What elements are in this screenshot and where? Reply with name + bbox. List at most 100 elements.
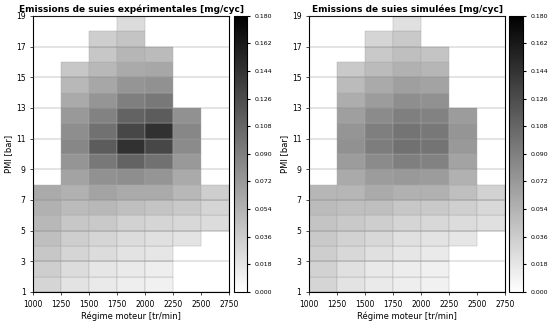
Bar — [393, 123, 421, 138]
Bar — [365, 108, 393, 123]
Bar — [393, 185, 421, 200]
Bar — [145, 138, 173, 154]
Bar — [33, 200, 61, 215]
Bar — [365, 277, 393, 292]
Bar — [33, 215, 61, 230]
Y-axis label: PMI [bar]: PMI [bar] — [4, 135, 13, 173]
Bar — [89, 138, 117, 154]
Bar — [449, 108, 477, 123]
Bar — [477, 200, 505, 215]
Bar — [33, 261, 61, 277]
Bar — [117, 277, 145, 292]
Bar — [117, 200, 145, 215]
Bar — [89, 277, 117, 292]
Bar — [89, 185, 117, 200]
Bar — [145, 93, 173, 108]
Bar — [365, 31, 393, 46]
Bar — [365, 230, 393, 246]
Bar — [365, 123, 393, 138]
Bar — [393, 154, 421, 169]
Bar — [89, 261, 117, 277]
Bar — [309, 246, 337, 261]
Bar — [365, 169, 393, 185]
Bar — [421, 261, 449, 277]
Bar — [145, 108, 173, 123]
Bar — [421, 200, 449, 215]
Bar — [33, 185, 61, 200]
Bar — [337, 277, 365, 292]
Bar — [145, 154, 173, 169]
Bar — [421, 62, 449, 77]
Bar — [89, 77, 117, 93]
Bar — [393, 31, 421, 46]
Bar — [61, 215, 89, 230]
Bar — [393, 261, 421, 277]
Bar — [365, 77, 393, 93]
Bar — [145, 62, 173, 77]
Bar — [117, 215, 145, 230]
Bar — [421, 246, 449, 261]
Bar — [89, 215, 117, 230]
Bar — [61, 93, 89, 108]
Bar — [365, 154, 393, 169]
Bar — [365, 200, 393, 215]
Bar — [393, 62, 421, 77]
Bar — [145, 46, 173, 62]
Bar — [449, 185, 477, 200]
Bar — [337, 123, 365, 138]
Bar — [61, 230, 89, 246]
Bar — [173, 123, 201, 138]
Y-axis label: PMI [bar]: PMI [bar] — [280, 135, 289, 173]
Bar — [145, 246, 173, 261]
Bar — [33, 246, 61, 261]
Bar — [89, 169, 117, 185]
Bar — [145, 185, 173, 200]
Bar — [421, 93, 449, 108]
Bar — [365, 261, 393, 277]
Bar — [393, 16, 421, 31]
Bar — [309, 230, 337, 246]
Bar — [61, 246, 89, 261]
Bar — [309, 200, 337, 215]
Bar — [393, 230, 421, 246]
Bar — [117, 261, 145, 277]
Bar — [449, 230, 477, 246]
Bar — [173, 230, 201, 246]
Bar — [89, 154, 117, 169]
Bar — [365, 185, 393, 200]
Bar — [89, 31, 117, 46]
Bar — [393, 246, 421, 261]
Bar — [449, 169, 477, 185]
Bar — [309, 185, 337, 200]
Bar — [337, 154, 365, 169]
Bar — [117, 31, 145, 46]
Bar — [33, 230, 61, 246]
Bar — [337, 246, 365, 261]
Bar — [61, 185, 89, 200]
Bar — [337, 77, 365, 93]
Bar — [33, 277, 61, 292]
Bar — [393, 277, 421, 292]
Bar — [117, 108, 145, 123]
Bar — [421, 154, 449, 169]
Bar — [477, 185, 505, 200]
Bar — [365, 93, 393, 108]
Bar — [145, 230, 173, 246]
Bar — [117, 138, 145, 154]
Bar — [421, 215, 449, 230]
Bar — [365, 246, 393, 261]
Bar — [421, 77, 449, 93]
Bar — [145, 261, 173, 277]
Bar — [421, 230, 449, 246]
Bar — [117, 169, 145, 185]
Bar — [89, 200, 117, 215]
Bar — [61, 169, 89, 185]
Bar — [421, 169, 449, 185]
Bar — [173, 108, 201, 123]
Bar — [117, 93, 145, 108]
Bar — [61, 62, 89, 77]
Bar — [393, 77, 421, 93]
Bar — [61, 108, 89, 123]
Bar — [117, 16, 145, 31]
Bar — [89, 230, 117, 246]
